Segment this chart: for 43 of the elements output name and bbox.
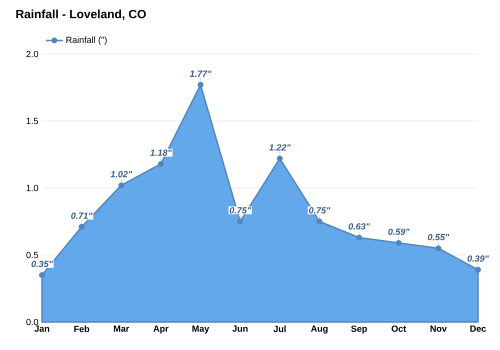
point	[39, 272, 45, 278]
point	[158, 160, 164, 167]
point	[396, 240, 402, 246]
x-tick-label: Jun	[232, 326, 248, 332]
point	[198, 82, 204, 88]
y-tick-label: 1.5	[26, 118, 38, 124]
point	[276, 156, 283, 162]
x-tick-label: Aug	[310, 326, 328, 334]
data-label: 0.55"	[428, 234, 450, 240]
point	[316, 218, 322, 224]
x-tick-label: Apr	[153, 326, 168, 334]
y-tick-label: 0.0	[26, 318, 38, 326]
legend-label: Rainfall (")	[66, 36, 107, 45]
x-tick-label: Feb	[74, 326, 90, 332]
x-tick-label: May	[192, 326, 210, 334]
y-tick-label: 2.0	[26, 50, 38, 58]
data-label: 0.75"	[230, 207, 252, 214]
x-tick-label: Dec	[470, 326, 486, 332]
point	[356, 234, 362, 241]
x-tick-label: Sep	[351, 326, 367, 334]
data-label: 0.75"	[308, 207, 330, 214]
data-label: 0.71"	[71, 212, 93, 219]
x-tick-label: Oct	[392, 326, 406, 332]
point	[118, 182, 124, 188]
chart-title: Rainfall - Loveland, CO	[16, 10, 146, 20]
x-tick-label: Jan	[34, 326, 50, 332]
point	[475, 266, 481, 273]
data-label: 0.63"	[348, 223, 370, 230]
x-tick-label: Jul	[273, 326, 286, 332]
data-label: 1.18"	[150, 150, 172, 156]
point	[237, 218, 244, 224]
x-tick-label: Mar	[114, 326, 130, 332]
data-label: 0.59"	[388, 228, 410, 235]
data-label: 1.77"	[190, 70, 212, 77]
data-label: 0.35"	[32, 260, 53, 268]
data-label: 0.39"	[468, 255, 489, 262]
point	[435, 245, 442, 252]
data-label: 1.22"	[269, 144, 291, 151]
point	[78, 224, 85, 230]
y-tick-label: 1.0	[26, 184, 38, 192]
y-tick-label: 0.5	[26, 252, 38, 258]
data-label: 1.02"	[110, 170, 132, 178]
x-tick-label: Nov	[430, 326, 447, 332]
